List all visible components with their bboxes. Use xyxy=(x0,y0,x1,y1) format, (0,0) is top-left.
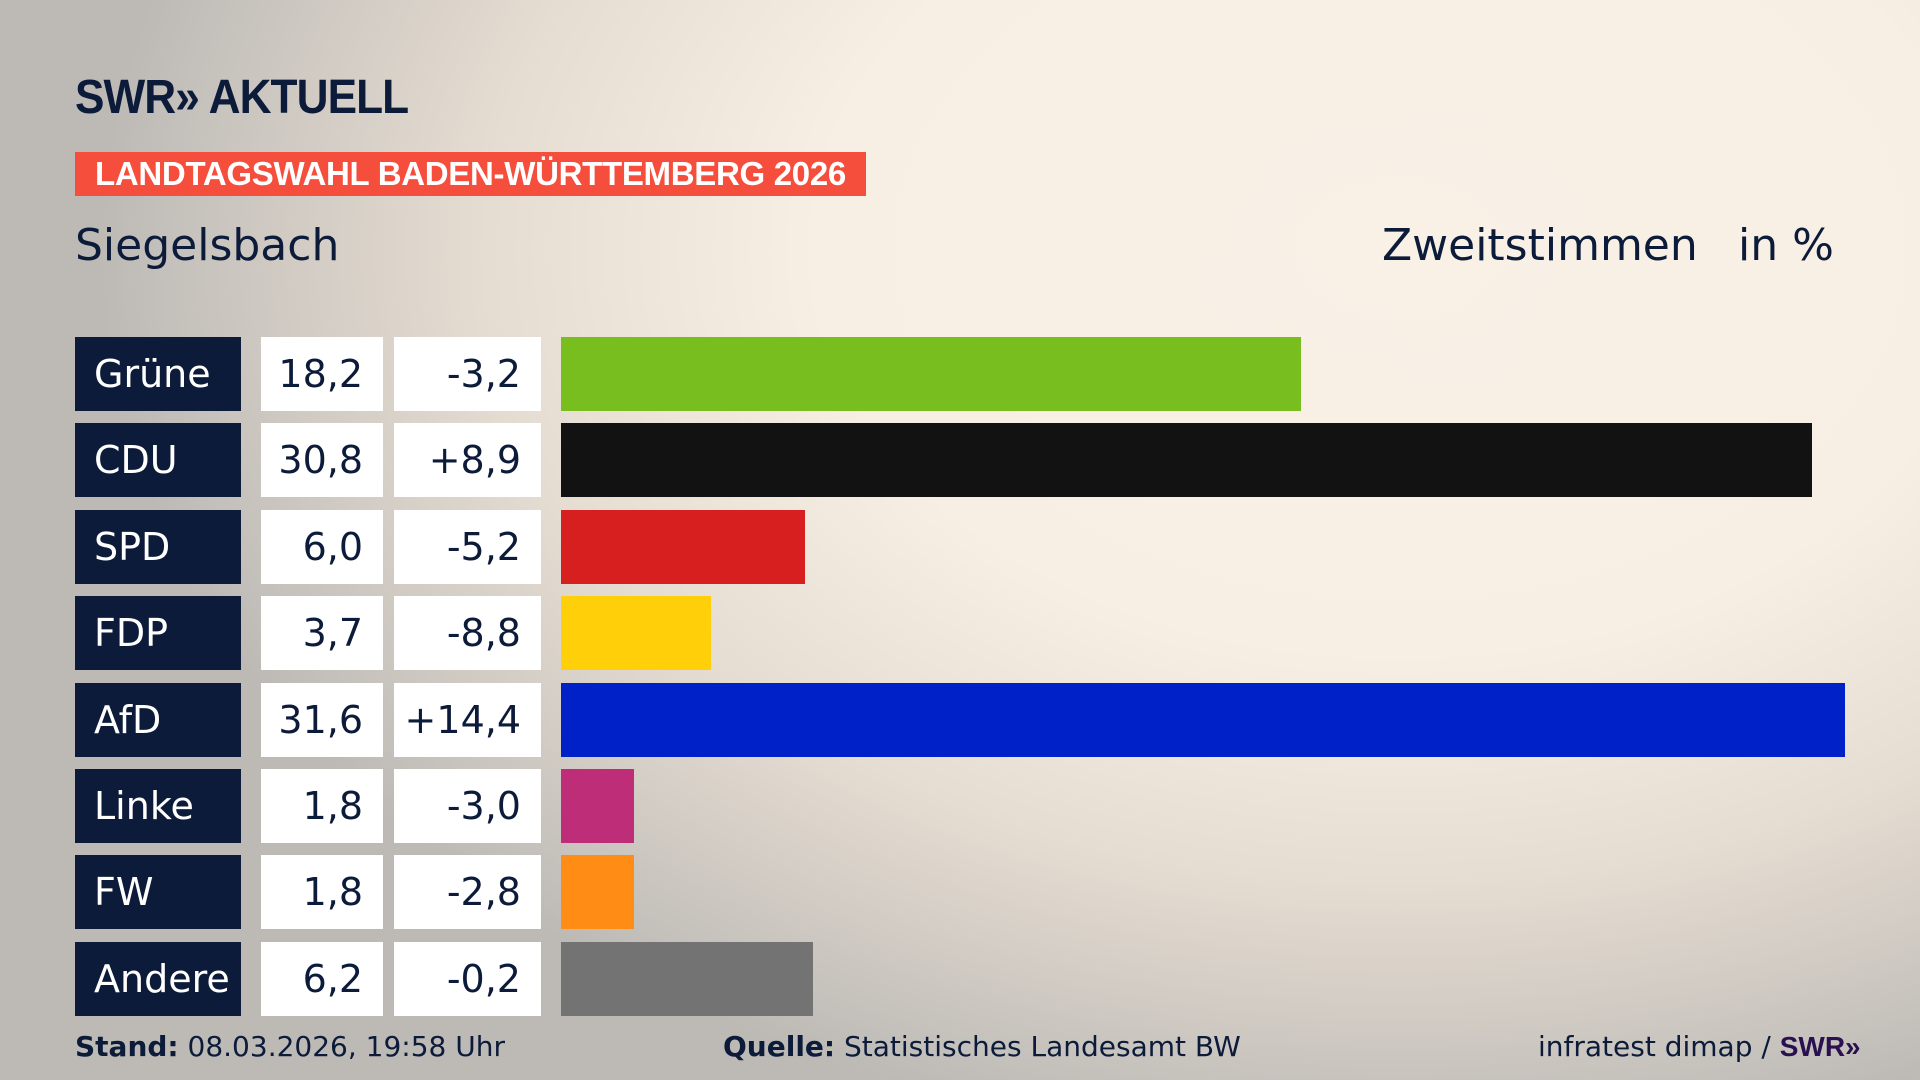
unit-label: in % xyxy=(1738,220,1834,271)
stand-value: 08.03.2026, 19:58 Uhr xyxy=(187,1030,505,1063)
stand-label: Stand: xyxy=(75,1030,179,1063)
credit-text: infratest dimap / xyxy=(1538,1030,1771,1063)
vote-share: 30,8 xyxy=(261,423,383,498)
swr-logo: SWR» xyxy=(1779,1031,1861,1062)
timestamp: Stand: 08.03.2026, 19:58 Uhr xyxy=(75,1030,505,1063)
vote-share: 3,7 xyxy=(261,596,383,671)
swr-aktuell-logo: SWR» AKTUELL xyxy=(75,71,409,124)
bar-afd xyxy=(561,682,1845,757)
party-label: Linke xyxy=(75,769,241,843)
bar-grüne xyxy=(561,337,1301,411)
place-title: Siegelsbach xyxy=(75,220,340,271)
vote-change: -3,0 xyxy=(394,769,541,843)
source-value: Statistisches Landesamt BW xyxy=(844,1030,1241,1063)
vote-type-label: Zweitstimmen xyxy=(1382,220,1698,271)
vote-change: -8,8 xyxy=(394,596,541,671)
party-label: Grüne xyxy=(75,337,241,411)
party-label: FW xyxy=(75,855,241,930)
source: Quelle: Statistisches Landesamt BW xyxy=(723,1030,1241,1063)
vote-share: 18,2 xyxy=(261,337,383,411)
party-label: FDP xyxy=(75,596,241,671)
vote-change: -0,2 xyxy=(394,941,541,1016)
bar-linke xyxy=(561,769,635,843)
bar-fw xyxy=(561,855,635,930)
party-label: CDU xyxy=(75,423,241,498)
vote-change: -2,8 xyxy=(394,855,541,930)
vote-share: 1,8 xyxy=(261,769,383,843)
vote-share: 31,6 xyxy=(261,682,383,757)
vote-change: -3,2 xyxy=(394,337,541,411)
vote-share: 6,2 xyxy=(261,941,383,1016)
election-banner: LANDTAGSWAHL BADEN-WÜRTTEMBERG 2026 xyxy=(75,152,866,196)
vote-change: +14,4 xyxy=(394,682,541,757)
vote-share: 6,0 xyxy=(261,509,383,584)
vote-share: 1,8 xyxy=(261,855,383,930)
party-label: AfD xyxy=(75,682,241,757)
bar-cdu xyxy=(561,423,1813,498)
source-label: Quelle: xyxy=(723,1030,836,1063)
bar-andere xyxy=(561,941,813,1016)
credit: infratest dimap / SWR» xyxy=(1538,1030,1861,1063)
party-label: SPD xyxy=(75,509,241,584)
party-label: Andere xyxy=(75,941,241,1016)
vote-change: -5,2 xyxy=(394,509,541,584)
vote-change: +8,9 xyxy=(394,423,541,498)
bar-spd xyxy=(561,509,805,584)
bar-fdp xyxy=(561,596,712,671)
